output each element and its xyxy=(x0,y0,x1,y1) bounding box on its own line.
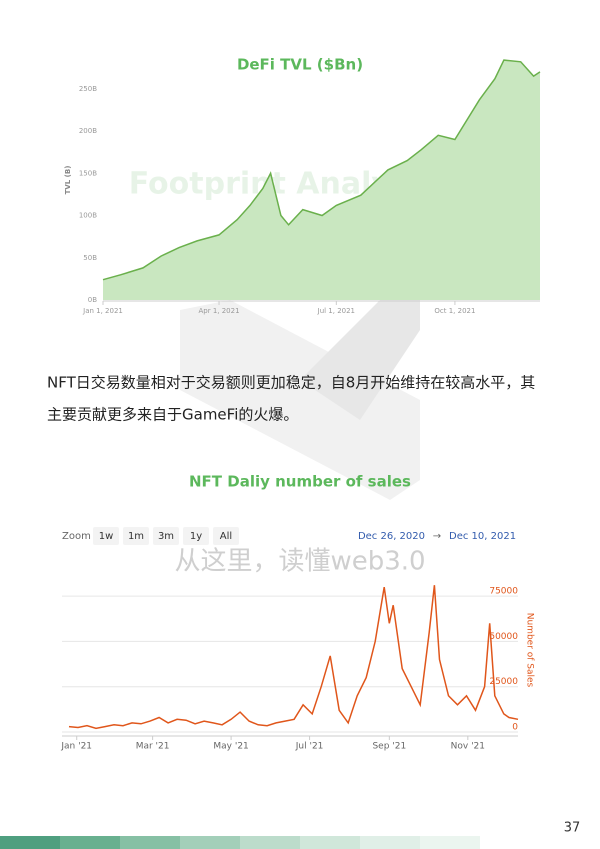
zoom-button[interactable] xyxy=(153,527,179,545)
y-tick-label: 50B xyxy=(83,254,97,262)
x-tick-label: Mar '21 xyxy=(136,742,170,752)
y-tick-label: 200B xyxy=(79,127,97,135)
x-tick-label: Jul 1, 2021 xyxy=(317,307,355,315)
zoom-button[interactable] xyxy=(93,527,119,545)
y-tick-label: 0B xyxy=(88,296,97,304)
x-tick-label: Apr 1, 2021 xyxy=(198,307,239,315)
x-tick-label: May '21 xyxy=(213,742,248,752)
watermark-shape xyxy=(180,300,420,500)
zoom-button[interactable] xyxy=(213,527,239,545)
line xyxy=(68,585,519,730)
x-tick-label: Sep '21 xyxy=(372,742,406,752)
watermark-text: 从这里，读懂web3.0 xyxy=(174,547,425,577)
line xyxy=(102,59,541,281)
x-tick-label: Jan '21 xyxy=(60,742,92,752)
zoom-button-label[interactable]: 1m xyxy=(128,531,144,542)
paragraph-line: 主要贡献更多来自于GameFi的火爆。 xyxy=(47,406,298,424)
y-axis-label: Number of Sales xyxy=(525,613,535,688)
y-tick-label: 50000 xyxy=(489,632,518,642)
date-from: Dec 26, 2020 xyxy=(358,531,425,542)
date-to: Dec 10, 2021 xyxy=(449,531,516,542)
zoom-button[interactable] xyxy=(183,527,209,545)
y-tick-label: 100B xyxy=(79,212,97,220)
y-tick-label: 0 xyxy=(512,723,518,733)
paragraph-line: NFT日交易数量相对于交易额则更加稳定，自8月开始维持在较高水平，其 xyxy=(47,374,535,392)
y-tick-label: 250B xyxy=(79,85,97,93)
y-tick-label: 150B xyxy=(79,169,97,177)
area xyxy=(103,60,540,300)
zoom-button-label[interactable]: 1w xyxy=(99,531,114,542)
x-tick-label: Oct 1, 2021 xyxy=(434,307,475,315)
zoom-label: Zoom xyxy=(62,531,91,542)
y-tick-label: 75000 xyxy=(489,587,518,597)
x-tick-label: Jul '21 xyxy=(295,742,324,752)
zoom-button[interactable] xyxy=(123,527,149,545)
zoom-button-label[interactable]: 1y xyxy=(190,531,202,542)
chart-title: NFT Daliy number of sales xyxy=(189,473,411,491)
date-separator: → xyxy=(433,531,441,542)
page-number: 37 xyxy=(564,821,581,836)
x-tick-label: Nov '21 xyxy=(451,742,485,752)
zoom-button-label[interactable]: 3m xyxy=(158,531,174,542)
y-axis-label: TVL (B) xyxy=(64,166,72,195)
y-tick-label: 25000 xyxy=(489,677,518,687)
chart-title: DeFi TVL ($Bn) xyxy=(237,56,363,74)
x-tick-label: Jan 1, 2021 xyxy=(82,307,123,315)
zoom-button-label[interactable]: All xyxy=(220,531,232,542)
footer-bar xyxy=(0,836,480,849)
